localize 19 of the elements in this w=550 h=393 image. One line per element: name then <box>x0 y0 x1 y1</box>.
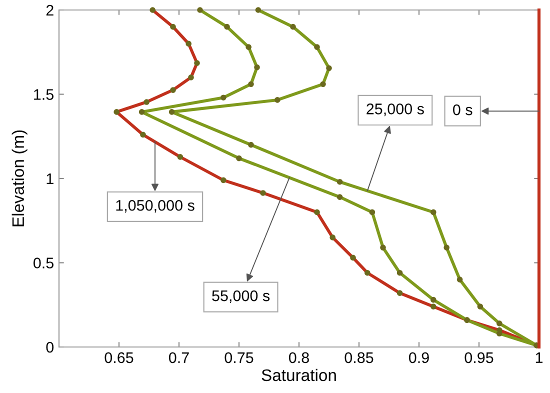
y-tick-label: 2 <box>46 4 54 16</box>
y-tick-label: 0 <box>46 342 54 353</box>
y-axis-title: Elevation (m) <box>12 130 28 226</box>
x-tick-label: 0.65 <box>104 352 134 364</box>
x-tick-label: 0.75 <box>224 352 254 364</box>
y-tick-label: 1.5 <box>34 89 54 100</box>
annotation: 25,000 s <box>366 104 424 116</box>
x-tick-label: 0.8 <box>288 352 309 364</box>
annotation: 55,000 s <box>212 290 270 304</box>
annotation: 0 s <box>453 104 472 116</box>
x-tick-label: 1 <box>536 352 543 363</box>
x-axis-title: Saturation <box>262 368 336 382</box>
x-tick-label: 0.9 <box>408 352 429 364</box>
y-tick-label: 1 <box>46 174 54 184</box>
x-tick-label: 0.7 <box>168 352 189 364</box>
annotation: 1,050,000 s <box>116 200 194 213</box>
x-tick-label: 0.85 <box>344 352 374 364</box>
x-tick-label: 0.95 <box>464 352 494 364</box>
y-tick-label: 0.5 <box>34 258 54 268</box>
